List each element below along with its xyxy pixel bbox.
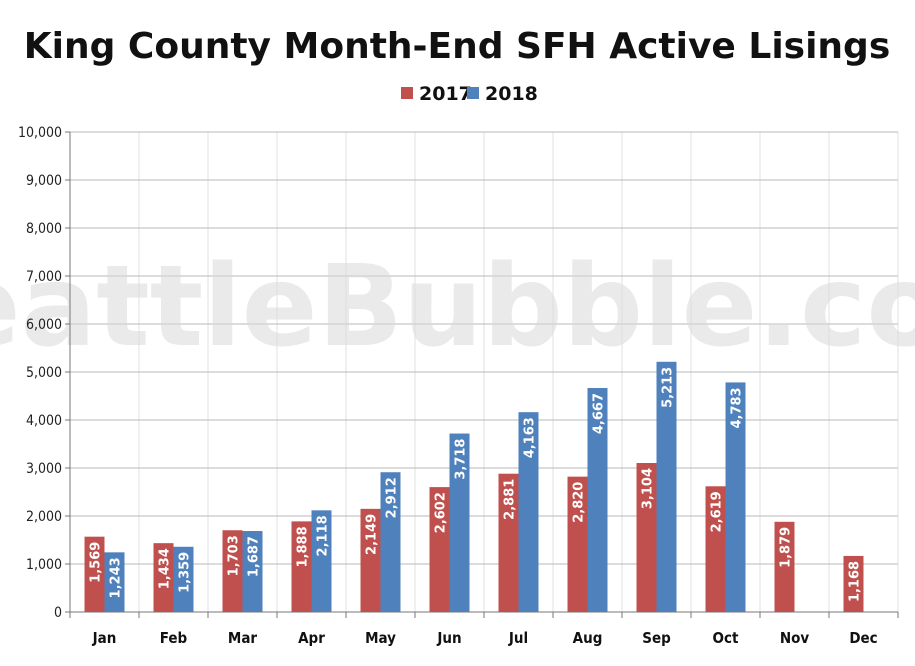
data-label-2017-jan: 1,569 (89, 542, 104, 583)
data-label-2017-feb: 1,434 (158, 548, 173, 589)
bar-2018-jun (449, 433, 470, 612)
y-tick-label: 4,000 (26, 413, 62, 429)
x-tick-label: Jun (436, 629, 461, 647)
chart-title: King County Month-End SFH Active Lisings (24, 26, 891, 67)
x-tick-label: Aug (573, 629, 603, 647)
bar-2017-apr (291, 521, 312, 612)
data-label-2017-may: 2,149 (365, 514, 380, 555)
y-axis-ticks: 0 1,000 2,000 3,000 4,000 5,000 6,000 7,000 8,00… (18, 125, 70, 621)
x-tick-label: Oct (713, 629, 739, 647)
bar-2018-apr (311, 510, 332, 612)
x-tick-label: Dec (849, 629, 877, 647)
bars (84, 361, 864, 612)
bar-2017-nov (774, 521, 795, 612)
watermark-text: SeattleBubble.com (0, 242, 915, 372)
x-tick-label: Jan (92, 629, 117, 647)
y-tick-label: 1,000 (26, 557, 62, 573)
bar-2017-feb (153, 543, 174, 612)
y-tick-label: 2,000 (26, 509, 62, 525)
data-label-2018-oct: 4,783 (730, 387, 745, 428)
data-label-2017-nov: 1,879 (779, 527, 794, 568)
legend-label-2018: 2018 (485, 83, 538, 105)
data-label-2018-apr: 2,118 (316, 515, 331, 556)
data-label-2017-aug: 2,820 (572, 482, 587, 523)
y-tick-label: 8,000 (26, 221, 62, 237)
data-label-2018-feb: 1,359 (178, 552, 193, 593)
data-label-2018-jul: 4,163 (523, 417, 538, 458)
x-tick-label: Sep (642, 629, 671, 647)
bar-2017-jun (429, 487, 450, 612)
y-tick-label: 3,000 (26, 461, 62, 477)
y-tick-label: 5,000 (26, 365, 62, 381)
bar-2017-sep (636, 463, 657, 612)
data-label-2018-aug: 4,667 (592, 393, 607, 434)
bar-2018-may (380, 472, 401, 612)
x-tick-label: Feb (160, 629, 188, 647)
bar-2018-jan (104, 552, 125, 612)
data-label-2017-oct: 2,619 (710, 491, 725, 532)
x-tick-label: Nov (780, 629, 810, 647)
x-tick-label: Mar (228, 629, 258, 647)
bar-2017-oct (705, 486, 726, 612)
data-label-2017-mar: 1,703 (227, 535, 242, 576)
legend-swatch-2017 (401, 87, 413, 99)
data-label-2017-apr: 1,888 (296, 526, 311, 567)
bar-2017-jan (84, 536, 105, 612)
data-label-2018-jan: 1,243 (109, 557, 124, 598)
data-label-2017-sep: 3,104 (641, 468, 656, 509)
data-label-2018-sep: 5,213 (661, 367, 676, 408)
bar-2018-feb (173, 546, 194, 612)
x-axis-ticks: Jan Feb Mar Apr May Jun Jul Aug Sep Oct Nov Dec (69, 612, 899, 647)
grid-lines (69, 131, 899, 613)
data-label-2017-dec: 1,168 (848, 561, 863, 602)
y-tick-label: 7,000 (26, 269, 62, 285)
y-tick-label: 0 (54, 605, 62, 621)
legend: 2017 2018 (401, 83, 538, 105)
data-label-2018-mar: 1,687 (247, 536, 262, 577)
data-label-2018-may: 2,912 (385, 477, 400, 518)
y-tick-label: 6,000 (26, 317, 62, 333)
y-tick-label: 10,000 (18, 125, 62, 141)
bar-2017-mar (222, 530, 243, 612)
data-label-2018-jun: 3,718 (454, 439, 469, 480)
bar-2017-aug (567, 476, 588, 612)
bar-2017-dec (843, 555, 864, 612)
bar-2018-jul (518, 412, 539, 612)
legend-label-2017: 2017 (419, 83, 472, 105)
legend-swatch-2018 (467, 87, 479, 99)
bar-2017-may (360, 508, 381, 612)
x-tick-label: Apr (298, 629, 325, 647)
bar-2018-sep (656, 361, 677, 612)
bar-2017-jul (498, 473, 519, 612)
x-tick-label: May (365, 629, 396, 647)
data-label-2017-jul: 2,881 (503, 479, 518, 520)
x-tick-label: Jul (508, 629, 528, 647)
bar-2018-aug (587, 387, 608, 612)
data-label-2017-jun: 2,602 (434, 492, 449, 533)
y-tick-label: 9,000 (26, 173, 62, 189)
bar-2018-mar (242, 531, 263, 612)
bar-2018-oct (725, 382, 746, 612)
data-labels: 1,569 1,434 1,703 1,888 2,149 2,602 2,881 2,820… (89, 367, 863, 602)
